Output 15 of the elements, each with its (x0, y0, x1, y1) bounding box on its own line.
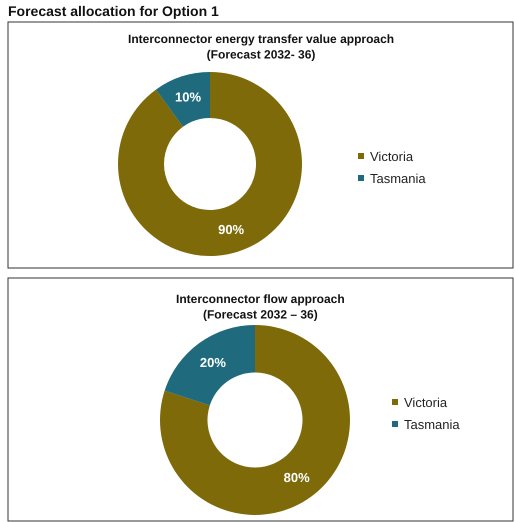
chart-title: Interconnector energy transfer value approach (Forecast 2032- 36) (128, 32, 394, 62)
donut-slice (156, 72, 210, 127)
data-label: 80% (284, 470, 310, 486)
data-label: 90% (218, 222, 245, 238)
data-label: 20% (200, 354, 226, 370)
legend-label: Victoria (370, 149, 414, 164)
donut-slice (164, 325, 255, 406)
legend-label: Victoria (404, 395, 448, 410)
legend-label: Tasmania (370, 171, 426, 186)
donut-slice (118, 72, 302, 256)
legend-label: Tasmania (404, 417, 460, 432)
text: Forecast allocation for Option 1 (8, 3, 220, 19)
data-label: 10% (175, 90, 202, 105)
donut-slice (160, 325, 350, 515)
chart-title: Interconnector flow approach (Forecast 2032 – 36) (176, 292, 345, 322)
